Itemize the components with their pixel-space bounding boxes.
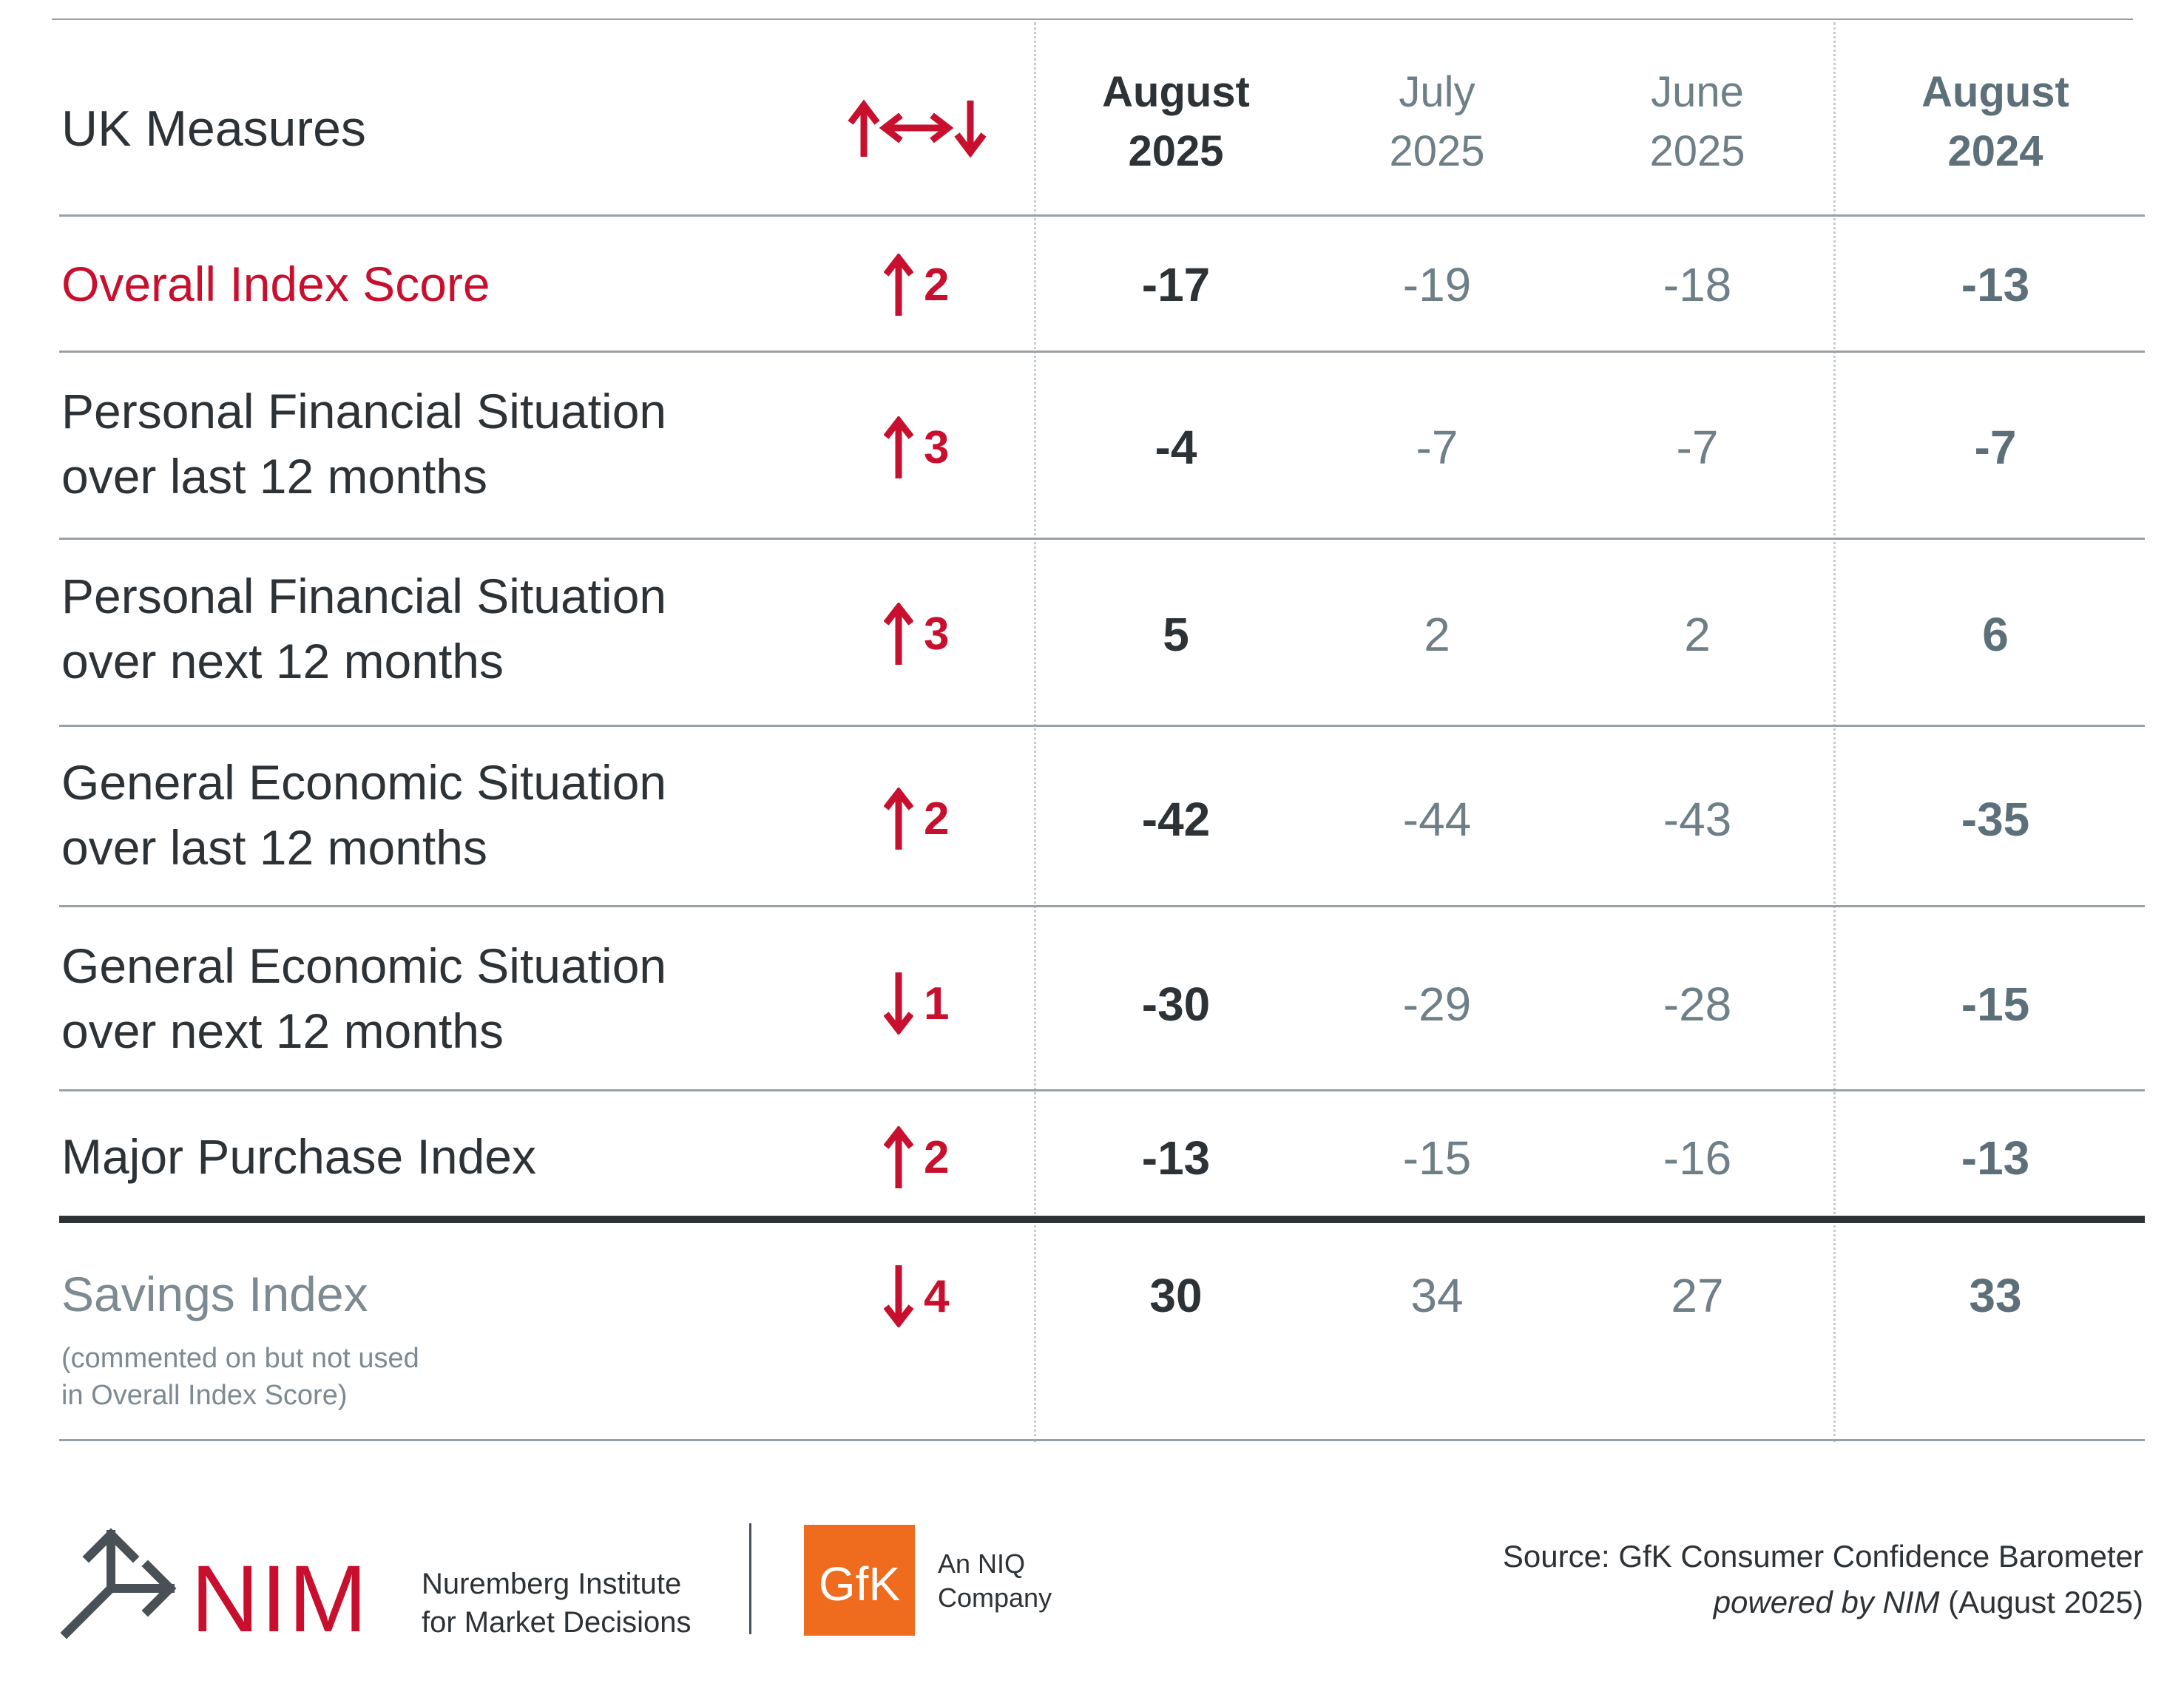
- change-indicator: 3: [884, 414, 949, 481]
- row-label-major-purchase: Major Purchase Index: [61, 1129, 536, 1184]
- nim-wordmark: NIM: [191, 1546, 369, 1652]
- change-indicator: 3: [884, 600, 949, 667]
- arrow-up-icon: [884, 416, 913, 478]
- value-august-2025: -17: [1141, 258, 1211, 311]
- column-header-june-2025: June 2025: [1649, 68, 1745, 175]
- value-july-2025: -7: [1416, 421, 1458, 474]
- change-indicator: 4: [884, 1263, 949, 1330]
- value-july-2025: -29: [1402, 978, 1472, 1031]
- savings-note: (commented on but not used in Overall Ind…: [61, 1343, 419, 1411]
- value-august-2025: -13: [1141, 1131, 1211, 1185]
- top-rule: [52, 18, 2133, 20]
- change-indicator: 2: [884, 785, 949, 852]
- row-label-savings-index: Savings Index: [61, 1267, 368, 1321]
- source-powered-by: powered by NIM (August 2025): [1713, 1585, 2143, 1619]
- row-label-ges-next-12: General Economic Situation over next 12 m…: [61, 938, 667, 1058]
- change-indicator: 2: [884, 1124, 949, 1191]
- value-june-2025: 27: [1671, 1269, 1724, 1322]
- value-july-2025: -19: [1402, 258, 1472, 311]
- change-value: 4: [924, 1270, 950, 1322]
- value-august-2024: 33: [1969, 1269, 2022, 1322]
- value-june-2025: -16: [1663, 1131, 1732, 1185]
- value-august-2025: 5: [1163, 608, 1189, 661]
- savings-separator: [59, 1216, 2145, 1223]
- row-divider: [59, 905, 2145, 907]
- nim-name: Nuremberg Institute for Market Decisions: [422, 1568, 692, 1639]
- value-august-2024: -35: [1961, 793, 2030, 846]
- value-july-2025: 34: [1410, 1269, 1464, 1322]
- value-august-2024: 6: [1982, 608, 2009, 661]
- column-divider-last-year: [1833, 22, 1836, 1442]
- logo-divider: [749, 1523, 751, 1634]
- gfk-tagline: An NIQ Company: [938, 1548, 1052, 1613]
- source-line: Source: GfK Consumer Confidence Baromete…: [1502, 1539, 2143, 1574]
- change-value: 3: [924, 421, 950, 473]
- value-august-2024: -13: [1961, 258, 2030, 311]
- nim-arrow-icon: [60, 1528, 177, 1639]
- value-august-2024: -7: [1974, 421, 2017, 474]
- change-value: 1: [924, 978, 950, 1029]
- direction-legend-icon: [843, 96, 991, 166]
- row-divider: [59, 1089, 2145, 1091]
- table-title: UK Measures: [61, 101, 366, 157]
- row-divider: [59, 538, 2145, 540]
- value-august-2024: -15: [1961, 978, 2030, 1031]
- nim-logo: [59, 1523, 178, 1645]
- column-header-august-2025: August 2025: [1102, 68, 1250, 175]
- change-indicator: 2: [884, 251, 949, 318]
- change-value: 2: [924, 259, 950, 311]
- column-header-july-2025: July 2025: [1389, 68, 1485, 175]
- arrow-down-icon: [884, 1265, 913, 1327]
- change-value: 3: [924, 608, 950, 660]
- value-july-2025: -15: [1402, 1131, 1472, 1185]
- row-divider: [59, 725, 2145, 727]
- change-indicator: 1: [884, 970, 949, 1037]
- arrow-down-icon: [884, 972, 913, 1035]
- value-august-2025: -30: [1141, 978, 1211, 1031]
- value-july-2025: 2: [1424, 608, 1450, 661]
- value-august-2025: 30: [1149, 1269, 1203, 1322]
- gfk-logo: GfK: [804, 1525, 915, 1636]
- row-label-pfs-last-12: Personal Financial Situation over last 12…: [61, 384, 667, 504]
- arrow-up-icon: [884, 603, 913, 665]
- arrow-up-icon: [884, 1126, 913, 1188]
- value-august-2024: -13: [1961, 1131, 2030, 1185]
- value-august-2025: -42: [1141, 793, 1211, 846]
- arrow-up-icon: [884, 788, 913, 850]
- row-label-pfs-next-12: Personal Financial Situation over next 12…: [61, 569, 667, 688]
- arrow-up-icon: [884, 254, 913, 316]
- value-june-2025: -18: [1663, 258, 1732, 311]
- row-label-ges-last-12: General Economic Situation over last 12 m…: [61, 755, 667, 875]
- value-august-2025: -4: [1154, 421, 1197, 474]
- change-value: 2: [924, 1131, 950, 1183]
- row-label-overall-index: Overall Index Score: [61, 257, 490, 311]
- value-june-2025: 2: [1684, 608, 1711, 661]
- value-june-2025: -43: [1663, 793, 1732, 846]
- column-divider-current: [1034, 22, 1036, 1442]
- row-divider: [59, 351, 2145, 353]
- change-value: 2: [924, 793, 950, 844]
- value-july-2025: -44: [1402, 793, 1472, 846]
- value-june-2025: -28: [1663, 978, 1732, 1031]
- column-header-august-2024: August 2024: [1921, 68, 2069, 175]
- value-june-2025: -7: [1676, 421, 1719, 474]
- row-divider: [59, 214, 2145, 217]
- table-bottom-rule: [59, 1439, 2145, 1441]
